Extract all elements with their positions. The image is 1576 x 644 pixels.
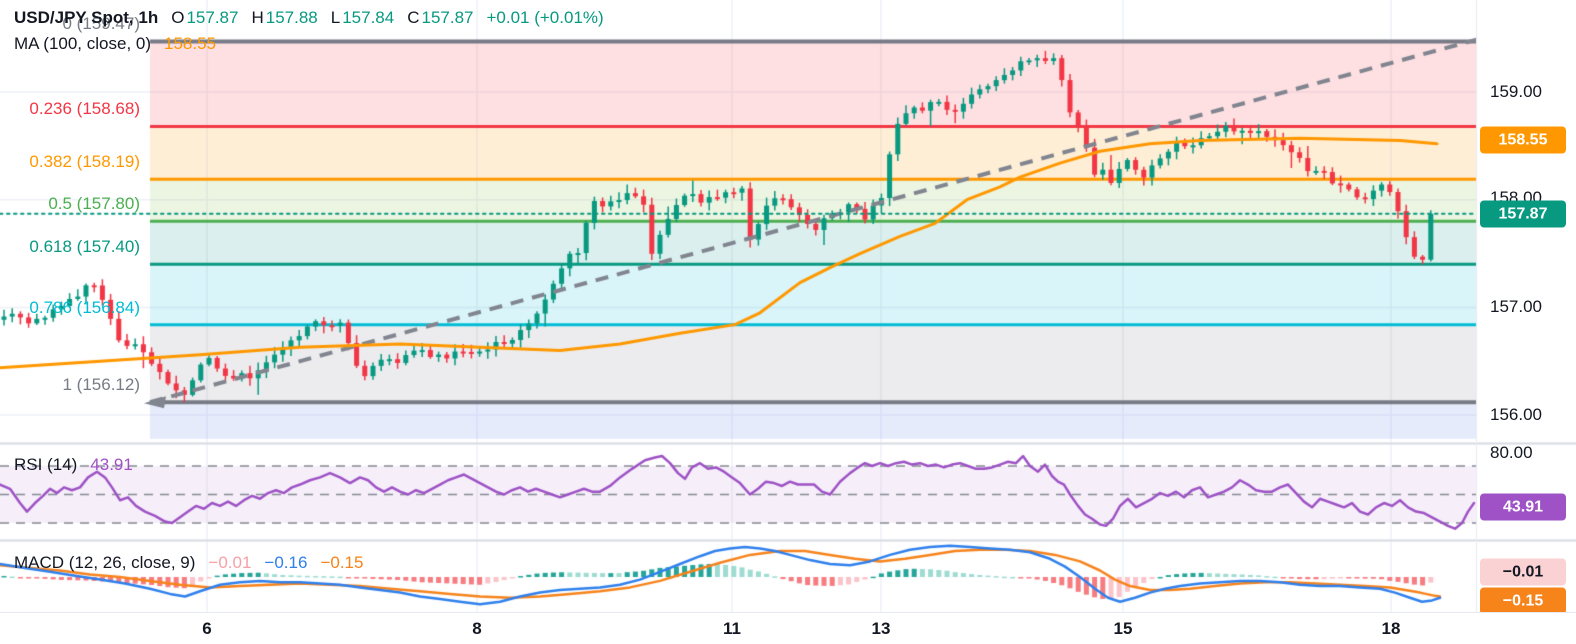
price-axis-label-2: 157.00 xyxy=(1490,297,1542,316)
ohlc-high: H 157.88 xyxy=(251,8,317,28)
time-axis-label-0: 6 xyxy=(202,619,212,638)
ohlc-close: C 157.87 xyxy=(407,8,473,28)
fib-label-3: 0.5 (157.80) xyxy=(48,194,140,214)
ohlc-open: O 157.87 xyxy=(171,8,238,28)
macd-hist-value: −0.01 xyxy=(208,553,252,572)
legend: USD/JPY Spot, 1h O 157.87 H 157.88 L 157.84… xyxy=(14,5,604,57)
time-axis-label-2: 11 xyxy=(723,619,741,638)
time-axis-label-3: 13 xyxy=(871,619,891,638)
open-value: 157.87 xyxy=(186,8,239,27)
fib-label-1: 0.236 (158.68) xyxy=(29,99,140,119)
fib-label-6: 1 (156.12) xyxy=(62,375,141,395)
low-label: L xyxy=(330,8,341,27)
symbol-row: USD/JPY Spot, 1h O 157.87 H 157.88 L 157.84… xyxy=(14,5,604,31)
macd-indicator-label[interactable]: MACD (12, 26, close, 9) xyxy=(14,553,196,572)
ma-indicator-label[interactable]: MA (100, close, 0) xyxy=(14,34,152,53)
macd-line-value: −0.16 xyxy=(264,553,308,572)
fib-label-2: 0.382 (158.19) xyxy=(29,152,140,172)
price-axis-label-4: 80.00 xyxy=(1490,443,1533,462)
ma-value: 158.55 xyxy=(164,34,217,53)
ma-row: MA (100, close, 0) 158.55 xyxy=(14,31,604,57)
price-axis-label-0: 159.00 xyxy=(1490,82,1542,101)
change-value: +0.01 (+0.01%) xyxy=(486,8,604,27)
time-axis-label-5: 18 xyxy=(1381,619,1401,638)
close-label: C xyxy=(407,8,420,27)
fib-label-4: 0.618 (157.40) xyxy=(29,237,140,257)
high-label: H xyxy=(251,8,264,27)
macd-signal-value: −0.15 xyxy=(320,553,364,572)
close-value: 157.87 xyxy=(421,8,474,27)
fib-label-0: 0 (159.47) xyxy=(62,14,141,34)
fib-label-5: 0.786 (156.84) xyxy=(29,297,140,317)
axis-badge-1: 157.87 xyxy=(1480,200,1566,228)
axis-badge-0: 158.55 xyxy=(1480,126,1566,154)
open-label: O xyxy=(171,8,185,27)
axis-badge-2: 43.91 xyxy=(1480,493,1566,521)
rsi-indicator-label[interactable]: RSI (14) xyxy=(14,455,78,474)
low-value: 157.84 xyxy=(342,8,395,27)
time-axis[interactable]: 6 8 11 13 15 18 xyxy=(0,612,1576,644)
axis-badge-3: −0.01 xyxy=(1480,558,1566,586)
symbol-title[interactable]: USD/JPY Spot, 1h xyxy=(14,8,159,27)
high-value: 157.88 xyxy=(265,8,318,27)
macd-row: MACD (12, 26, close, 9) −0.01 −0.16 −0.1… xyxy=(14,553,363,573)
price-axis-label-3: 156.00 xyxy=(1490,405,1542,424)
time-axis-label-1: 8 xyxy=(472,619,482,638)
rsi-value: 43.91 xyxy=(90,455,133,474)
rsi-row: RSI (14) 43.91 xyxy=(14,455,133,475)
price-axis[interactable]: 159.00 158.00 157.00 156.00 80.00 158.55 157.8… xyxy=(1476,0,1576,615)
ohlc-low: L 157.84 xyxy=(331,8,394,28)
time-axis-label-4: 15 xyxy=(1113,619,1133,638)
axis-badge-4: −0.15 xyxy=(1480,587,1566,615)
